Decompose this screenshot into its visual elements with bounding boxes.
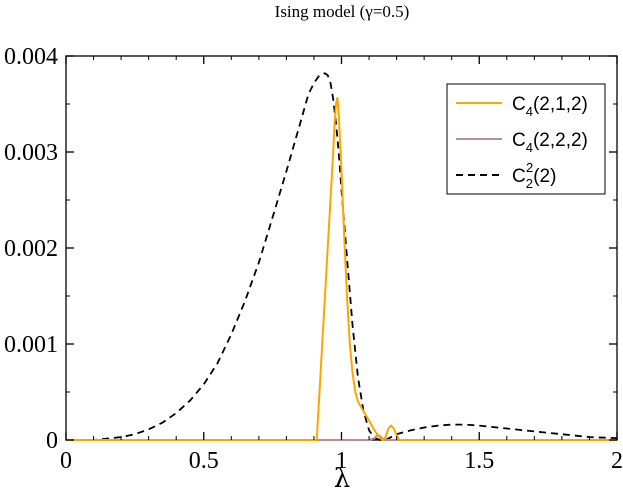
x-tick-label: 0.5 — [189, 448, 219, 474]
legend: C4(2,1,2) C4(2,2,2) C22(2) — [446, 83, 606, 195]
x-tick-label: 1 — [336, 448, 348, 474]
legend-entries: C4(2,1,2) C4(2,2,2) C22(2) — [456, 94, 588, 191]
y-tick-label: 0.003 — [4, 140, 58, 166]
y-tick-label: 0.004 — [4, 44, 58, 70]
y-tick-label: 0 — [46, 428, 58, 454]
plot-lines — [66, 72, 618, 442]
x-axis-label: λ — [334, 464, 350, 492]
y-tick-label: 0.002 — [4, 236, 58, 262]
x-tick-label: 1.5 — [464, 448, 494, 474]
x-tick-label: 2 — [611, 448, 623, 474]
x-tick-label: 0 — [60, 448, 72, 474]
chart-title: Ising model (γ=0.5) — [275, 2, 410, 21]
legend-label-2: C22(2) — [512, 160, 556, 191]
y-tick-label: 0.001 — [4, 332, 58, 358]
axis-ticks: 0 0.5 1 1.5 2 0 0.001 0.002 0.003 0.004 — [4, 44, 623, 474]
series-line-0 — [66, 97, 617, 442]
legend-label-1: C4(2,2,2) — [512, 130, 588, 155]
series-line-1 — [66, 434, 617, 441]
legend-label-0: C4(2,1,2) — [512, 94, 588, 119]
